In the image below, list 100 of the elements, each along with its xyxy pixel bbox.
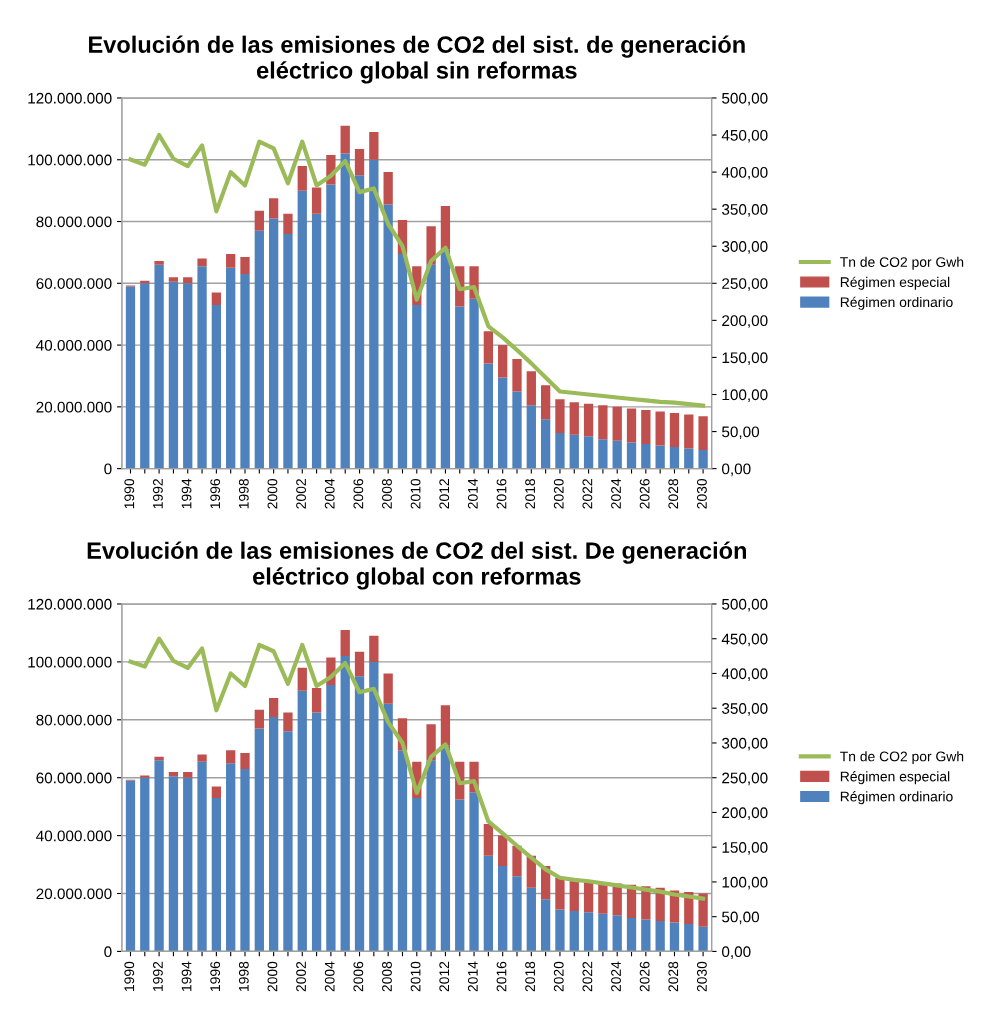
bar	[469, 298, 479, 469]
x-tick-label: 2016	[496, 961, 507, 992]
bar	[154, 261, 164, 265]
bar	[397, 253, 408, 469]
x-tick-label: 1996	[210, 478, 221, 509]
bar	[383, 172, 393, 205]
x-tick-label: 2026	[639, 478, 650, 509]
y-tick-label: 60.000.000	[36, 772, 112, 784]
y2-tick-label: 150,00	[722, 352, 768, 365]
bar	[655, 445, 665, 469]
y-tick-label: 40.000.000	[36, 830, 112, 842]
x-tick-label: 1990	[124, 961, 135, 991]
y2-tick-label: 0,00	[722, 946, 751, 959]
bar	[140, 775, 150, 778]
x-tick-label: 2018	[525, 961, 536, 992]
bar	[512, 876, 522, 952]
y-tick-label: 40.000.000	[36, 339, 112, 351]
bar	[412, 304, 422, 469]
bar	[369, 635, 379, 662]
x-tick-label: 1992	[153, 479, 163, 509]
bar	[512, 358, 522, 392]
x-tick-label: 2004	[324, 961, 335, 992]
y2-tick-label: 450,00	[721, 633, 768, 647]
bar	[340, 125, 350, 154]
bar	[540, 899, 551, 952]
x-tick-label: 2030	[697, 478, 707, 509]
bar	[197, 761, 207, 952]
bar	[526, 371, 536, 406]
bar	[369, 131, 379, 160]
bar	[540, 385, 551, 420]
bar	[440, 745, 451, 952]
bar	[598, 913, 608, 952]
x-tick-label: 2022	[582, 479, 593, 509]
bar	[555, 909, 565, 952]
bar	[197, 266, 207, 469]
bar	[125, 780, 136, 952]
bar	[268, 698, 279, 717]
bar	[540, 419, 551, 469]
x-tick-label: 2002	[296, 961, 306, 992]
bar	[154, 760, 164, 952]
x-tick-label: 2026	[639, 961, 650, 992]
y-tick-label: 100.000.000	[28, 154, 112, 166]
bar	[154, 756, 164, 761]
y-tick-label: 80.000.000	[36, 216, 112, 228]
y2-tick-label: 350,00	[722, 703, 768, 716]
bar	[555, 433, 565, 469]
bar	[297, 190, 307, 469]
x-tick-label: 2010	[410, 961, 421, 992]
bar	[326, 685, 336, 952]
bar	[254, 728, 264, 952]
bar	[555, 877, 565, 910]
bar	[154, 264, 164, 469]
bar	[240, 257, 250, 275]
x-tick-label: 2010	[410, 478, 421, 509]
y-tick-label: 100.000.000	[28, 656, 112, 668]
bar	[626, 918, 637, 952]
bar	[426, 760, 436, 952]
line-series	[128, 636, 706, 901]
x-tick-label: 2024	[611, 478, 621, 509]
y2-tick-label: 100,00	[722, 876, 768, 890]
y2-tick-label: 250,00	[722, 772, 768, 786]
x-tick-label: 2000	[267, 478, 278, 509]
bar	[469, 792, 479, 952]
x-tick-label: 2020	[553, 961, 564, 992]
bar	[297, 165, 307, 191]
bar	[626, 408, 637, 443]
x-tick-label: 1990	[124, 478, 135, 509]
bar	[669, 413, 680, 448]
bar	[354, 676, 365, 952]
bar	[383, 703, 393, 952]
bar	[326, 184, 336, 469]
x-tick-label: 2028	[668, 478, 679, 509]
y2-tick-label: 200,00	[722, 315, 768, 328]
bar	[168, 277, 179, 282]
bar	[698, 893, 708, 927]
bar	[283, 712, 293, 732]
bar	[383, 673, 393, 704]
bar	[311, 687, 322, 713]
bar	[483, 331, 494, 364]
bar	[483, 855, 494, 952]
bar	[641, 443, 651, 469]
bar	[140, 283, 150, 469]
bar	[283, 213, 293, 234]
bar	[168, 776, 179, 952]
bar	[226, 750, 236, 764]
y-tick-label: 20.000.000	[36, 401, 112, 413]
bar	[125, 286, 136, 469]
bar	[555, 399, 565, 434]
y2-tick-label: 350,00	[722, 204, 768, 217]
x-tick-label: 1992	[153, 961, 163, 991]
y-tick-label: 120.000.000	[28, 92, 112, 104]
line-series	[128, 132, 706, 408]
y2-tick-label: 300,00	[722, 241, 768, 254]
y-tick-label: 0	[104, 946, 112, 958]
bar	[211, 292, 222, 305]
bar	[311, 187, 322, 214]
bar	[254, 210, 264, 231]
x-tick-label: 2008	[382, 961, 392, 992]
x-tick-label: 2012	[439, 479, 450, 509]
y-tick-label: 80.000.000	[36, 714, 112, 726]
